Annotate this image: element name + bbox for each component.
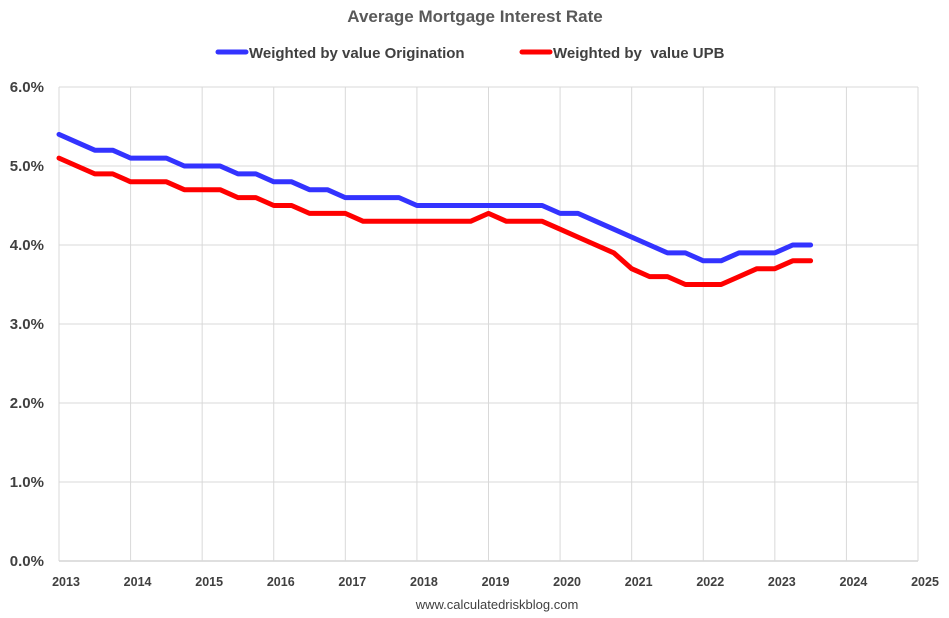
x-tick-label: 2016 xyxy=(267,575,295,589)
source-credit: www.calculatedriskblog.com xyxy=(415,597,579,612)
x-tick-label: 2021 xyxy=(625,575,653,589)
x-tick-label: 2017 xyxy=(338,575,366,589)
legend-label-origination: Weighted by value Origination xyxy=(249,45,465,62)
legend-label-upb: Weighted by value UPB xyxy=(553,45,725,62)
x-tick-label: 2014 xyxy=(124,575,152,589)
y-tick-label: 2.0% xyxy=(10,395,44,412)
legend: Weighted by value Origination Weighted b… xyxy=(215,45,725,62)
x-axis: 2013 2014 2015 2016 2017 2018 2019 2020 2021 2022… xyxy=(52,575,939,589)
series-line-origination xyxy=(56,131,814,264)
y-axis: 0.0% 1.0% 2.0% 3.0% 4.0% 5.0% 6.0% xyxy=(10,79,44,570)
x-tick-label: 2024 xyxy=(840,575,868,589)
x-tick-label: 2025 xyxy=(911,575,939,589)
y-tick-label: 0.0% xyxy=(10,553,44,570)
x-tick-label: 2023 xyxy=(768,575,796,589)
x-tick-label: 2013 xyxy=(52,575,80,589)
gridlines xyxy=(58,86,919,562)
x-tick-label: 2015 xyxy=(195,575,223,589)
x-tick-label: 2018 xyxy=(410,575,438,589)
y-tick-label: 6.0% xyxy=(10,79,44,96)
series-line-upb xyxy=(56,155,814,287)
x-tick-label: 2022 xyxy=(696,575,724,589)
y-tick-label: 1.0% xyxy=(10,474,44,491)
y-tick-label: 3.0% xyxy=(10,316,44,333)
plot-area xyxy=(56,131,814,287)
y-tick-label: 4.0% xyxy=(10,237,44,254)
chart-title: Average Mortgage Interest Rate xyxy=(347,7,602,26)
x-tick-label: 2020 xyxy=(553,575,581,589)
x-tick-label: 2019 xyxy=(482,575,510,589)
y-tick-label: 5.0% xyxy=(10,158,44,175)
